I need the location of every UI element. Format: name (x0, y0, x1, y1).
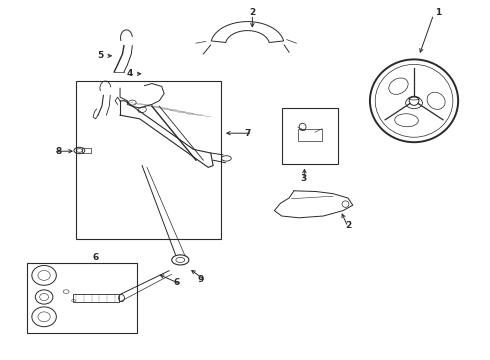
Text: 1: 1 (436, 8, 441, 17)
Text: 3: 3 (301, 174, 307, 183)
Text: 9: 9 (197, 274, 204, 284)
Text: 5: 5 (98, 51, 103, 60)
Text: 6: 6 (93, 253, 98, 262)
Bar (297, 129, 322, 141)
Text: 6: 6 (173, 278, 179, 287)
Text: 2: 2 (345, 220, 351, 230)
Text: 2: 2 (249, 8, 255, 17)
Text: 8: 8 (56, 147, 62, 156)
Ellipse shape (427, 92, 445, 109)
Bar (27, 263, 137, 333)
Ellipse shape (389, 78, 408, 94)
Bar (73, 294, 119, 302)
Bar (82, 148, 91, 153)
Bar (282, 108, 338, 164)
Bar (76, 81, 220, 239)
Ellipse shape (394, 114, 418, 127)
Text: 7: 7 (244, 129, 251, 138)
Text: 4: 4 (126, 69, 133, 78)
